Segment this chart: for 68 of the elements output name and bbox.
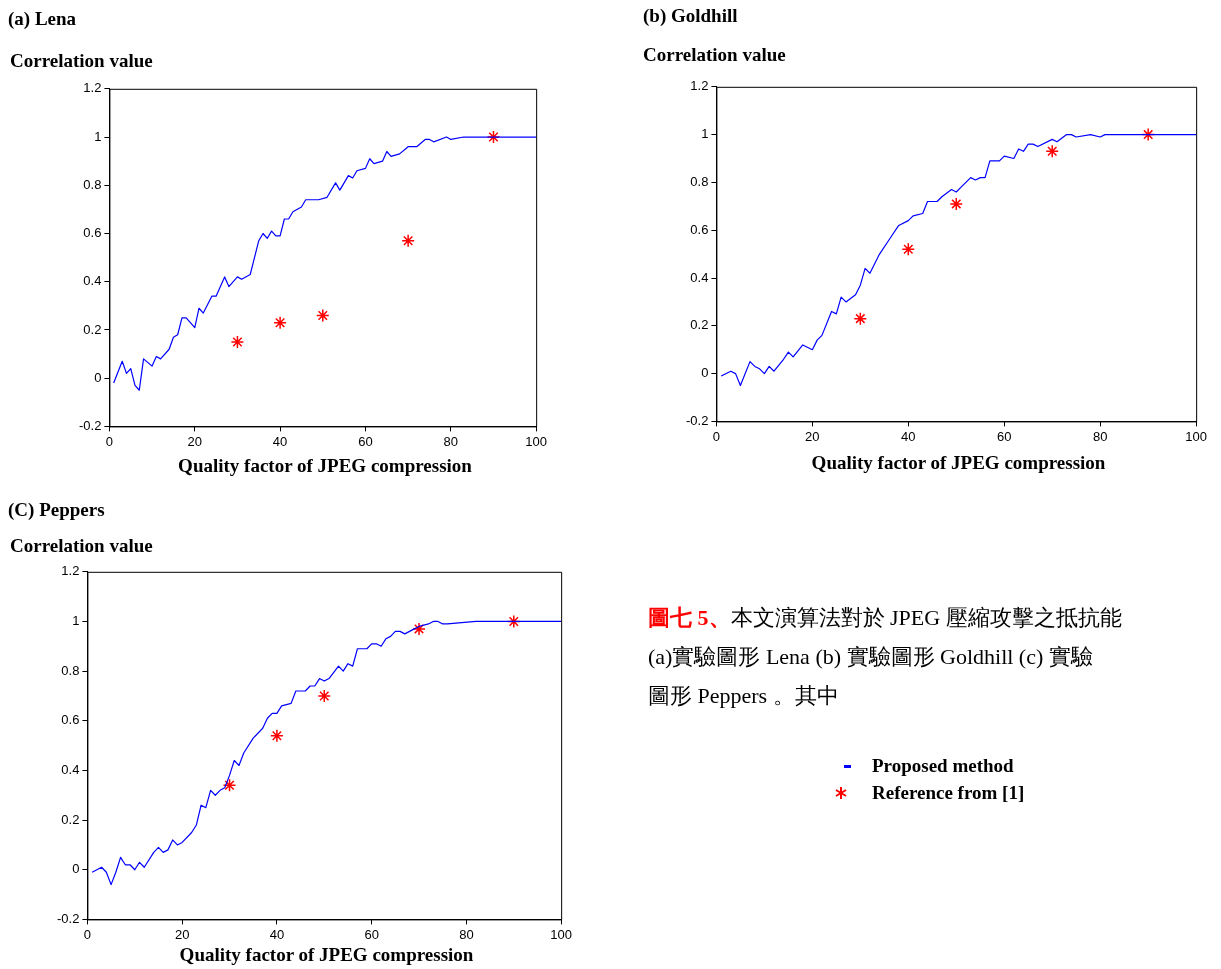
- text: 圖七 5、: [648, 605, 731, 630]
- x-tick-label: 100: [550, 926, 573, 942]
- point: [316, 308, 330, 323]
- y-tick-label: 1: [94, 128, 102, 144]
- x-tick-label: 100: [1185, 428, 1208, 444]
- x-tick-label: 80: [443, 433, 459, 449]
- y-axis-title: Correlation value: [643, 44, 786, 66]
- y-tick-label: 0.2: [61, 811, 80, 827]
- y-tick-label: 0: [94, 369, 102, 385]
- point: [222, 778, 237, 793]
- y-tick-label: 0.8: [61, 662, 80, 678]
- y-tick-label: 1: [72, 613, 80, 629]
- point: [273, 315, 287, 330]
- text: (a)實驗圖形 Lena (b) 實驗圖形 Goldhill (c) 實驗: [648, 644, 1093, 669]
- point: [901, 242, 916, 257]
- x-tick-label: 20: [187, 433, 202, 449]
- y-tick-label: 0.6: [690, 221, 709, 237]
- x-tick-label: 60: [364, 926, 379, 942]
- y-tick-label: 1.2: [690, 78, 709, 94]
- y-tick-label: 0.4: [83, 273, 102, 289]
- chart-title: (a) Lena: [8, 8, 77, 30]
- legend-label: Proposed method: [872, 754, 1014, 777]
- x-tick-label: 20: [174, 926, 190, 942]
- y-tick-label: -0.2: [78, 417, 102, 433]
- point: [401, 233, 415, 248]
- y-tick-label: 0.2: [83, 321, 102, 337]
- y-tick-label: 0.4: [61, 762, 80, 778]
- y-tick-label: 0.6: [61, 712, 80, 728]
- y-axis-title: Correlation value: [10, 50, 153, 72]
- x-tick-label: 20: [805, 428, 820, 444]
- text: 圖形 Peppers 。其中: [648, 683, 839, 708]
- x-tick-label: 0: [105, 433, 114, 449]
- x-tick-label: 80: [1092, 428, 1108, 444]
- x-tick-label: 40: [269, 926, 285, 942]
- point: [412, 622, 426, 636]
- y-tick-label: 0: [701, 365, 709, 381]
- point: [317, 689, 332, 703]
- y-tick-label: 1.2: [83, 80, 102, 96]
- y-tick-label: 1: [701, 126, 709, 142]
- x-axis-title: Quality factor of JPEG compression: [178, 944, 475, 966]
- point: [230, 335, 245, 349]
- point: [949, 197, 964, 211]
- point: [1045, 144, 1059, 159]
- y-tick-label: 0.8: [690, 173, 709, 189]
- x-tick-label: 60: [997, 428, 1012, 444]
- text: 本文演算法對於 JPEG 壓縮攻擊之抵抗能: [730, 605, 1122, 630]
- y-tick-label: -0.2: [56, 910, 80, 926]
- legend-label: Reference from [1]: [872, 781, 1025, 804]
- x-tick-label: 80: [459, 926, 474, 942]
- y-tick-label: 1.2: [61, 563, 80, 579]
- y-tick-label: 0.2: [690, 317, 709, 333]
- y-axis-title: Correlation value: [10, 535, 153, 557]
- y-tick-label: 0.8: [83, 176, 102, 192]
- y-tick-label: 0.4: [690, 269, 709, 285]
- x-axis-title: Quality factor of JPEG compression: [177, 455, 473, 477]
- point: [270, 728, 284, 743]
- y-tick-label: 0.6: [83, 225, 102, 241]
- x-tick-label: 0: [712, 428, 721, 444]
- point: [853, 311, 868, 326]
- chart-title: (C) Peppers: [8, 499, 105, 521]
- x-tick-label: 100: [525, 433, 548, 449]
- y-tick-label: 0: [72, 861, 80, 877]
- x-tick-label: 40: [272, 433, 288, 449]
- x-tick-label: 40: [901, 428, 916, 444]
- chart-title: (b) Goldhill: [643, 5, 738, 27]
- x-axis-title: Quality factor of JPEG compression: [810, 452, 1107, 474]
- x-tick-label: 60: [358, 433, 373, 449]
- y-tick-label: -0.2: [685, 412, 709, 428]
